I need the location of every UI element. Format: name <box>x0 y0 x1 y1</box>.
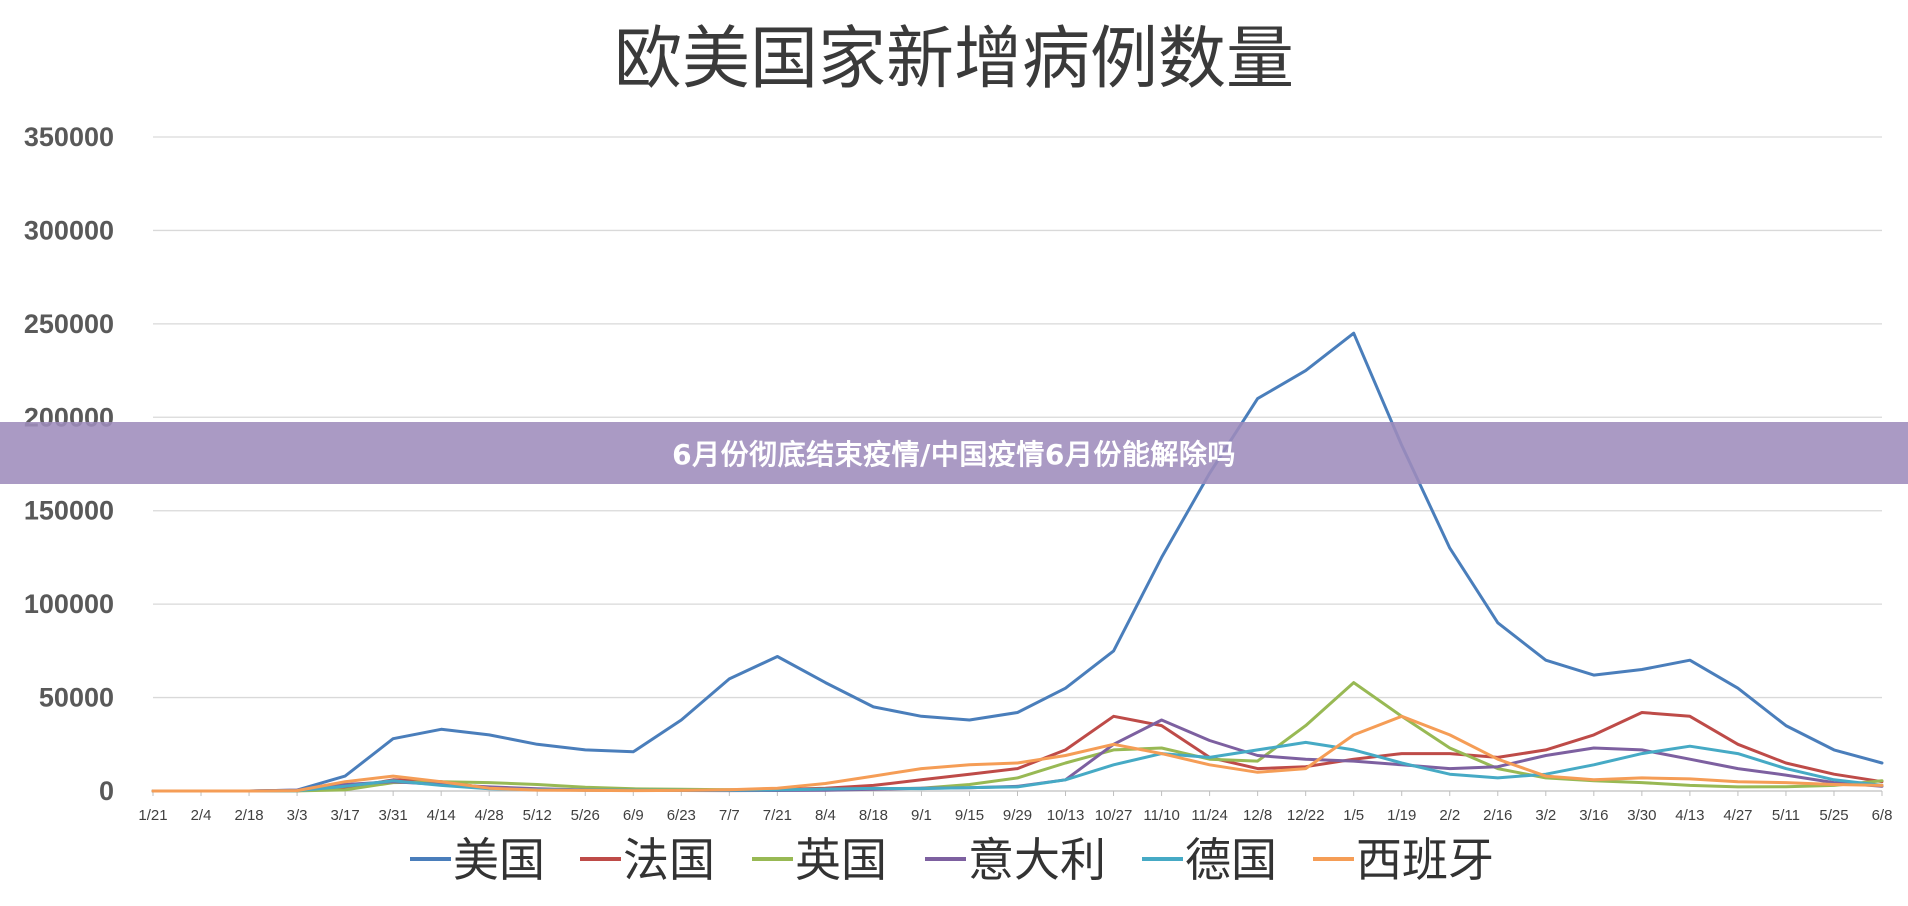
x-tick-label: 10/27 <box>1095 807 1133 824</box>
x-tick-label: 5/11 <box>1772 807 1800 824</box>
x-tick-label: 12/22 <box>1287 807 1325 824</box>
x-tick-label: 11/10 <box>1143 807 1179 824</box>
x-tick-label: 3/16 <box>1579 807 1608 824</box>
x-tick-label: 2/18 <box>234 807 263 824</box>
y-tick-label: 50000 <box>39 683 114 713</box>
x-tick-label: 6/8 <box>1872 807 1893 824</box>
legend-label: 美国 <box>453 833 545 887</box>
x-tick-label: 4/27 <box>1723 807 1752 824</box>
x-tick-label: 1/21 <box>138 807 167 824</box>
y-tick-label: 250000 <box>24 309 114 339</box>
x-tick-label: 2/16 <box>1483 807 1512 824</box>
chart-title: 欧美国家新增病例数量 <box>614 20 1294 99</box>
x-tick-label: 4/14 <box>427 807 456 824</box>
x-tick-label: 2/2 <box>1439 807 1460 824</box>
x-tick-label: 3/17 <box>331 807 360 824</box>
overlay-banner: 6月份彻底结束疫情/中国疫情6月份能解除吗 <box>0 422 1908 484</box>
x-tick-label: 11/24 <box>1191 807 1227 824</box>
legend-label: 法国 <box>623 833 715 887</box>
x-tick-label: 9/1 <box>911 807 932 824</box>
x-tick-label: 3/30 <box>1627 807 1656 824</box>
x-tick-label: 4/28 <box>475 807 504 824</box>
x-tick-label: 8/4 <box>815 807 836 824</box>
x-tick-label: 3/2 <box>1535 807 1556 824</box>
x-tick-label: 9/29 <box>1003 807 1032 824</box>
x-tick-label: 9/15 <box>955 807 984 824</box>
x-tick-label: 5/26 <box>571 807 600 824</box>
legend-label: 西班牙 <box>1356 833 1494 887</box>
x-tick-label: 5/12 <box>523 807 552 824</box>
series-line-0 <box>151 331 1884 793</box>
y-tick-label: 0 <box>99 776 114 806</box>
series-line-4 <box>151 740 1884 793</box>
y-tick-label: 100000 <box>24 589 114 619</box>
x-tick-label: 1/19 <box>1387 807 1416 824</box>
x-tick-label: 8/18 <box>859 807 888 824</box>
x-tick-label: 7/21 <box>763 807 792 824</box>
x-axis-ticks: 1/21 2/4 2/18 3/3 3/17 3/31 4/14 4/28 5/12 5/26 6/… <box>138 791 1892 824</box>
series-line-2 <box>151 681 1884 793</box>
x-tick-label: 3/31 <box>379 807 408 824</box>
x-tick-label: 5/25 <box>1819 807 1848 824</box>
x-tick-label: 4/13 <box>1675 807 1704 824</box>
banner-text: 6月份彻底结束疫情/中国疫情6月份能解除吗 <box>672 438 1236 471</box>
x-tick-label: 6/23 <box>667 807 696 824</box>
y-tick-label: 300000 <box>24 215 114 245</box>
x-tick-label: 6/9 <box>623 807 644 824</box>
legend-label: 意大利 <box>968 833 1106 887</box>
y-tick-label: 350000 <box>24 122 114 152</box>
x-tick-label: 12/8 <box>1243 807 1272 824</box>
x-tick-label: 1/5 <box>1343 807 1364 824</box>
x-tick-label: 2/4 <box>191 807 212 824</box>
series-line-5 <box>151 714 1884 793</box>
legend-label: 英国 <box>795 833 887 887</box>
x-tick-label: 10/13 <box>1047 807 1085 824</box>
x-tick-label: 3/3 <box>287 807 308 824</box>
legend-label: 德国 <box>1185 833 1277 887</box>
legend: 美国 法国 英国 意大利 德国 西班牙 <box>410 833 1494 887</box>
x-tick-label: 7/7 <box>719 807 740 824</box>
y-tick-label: 150000 <box>24 496 114 526</box>
series-lines <box>151 331 1884 793</box>
